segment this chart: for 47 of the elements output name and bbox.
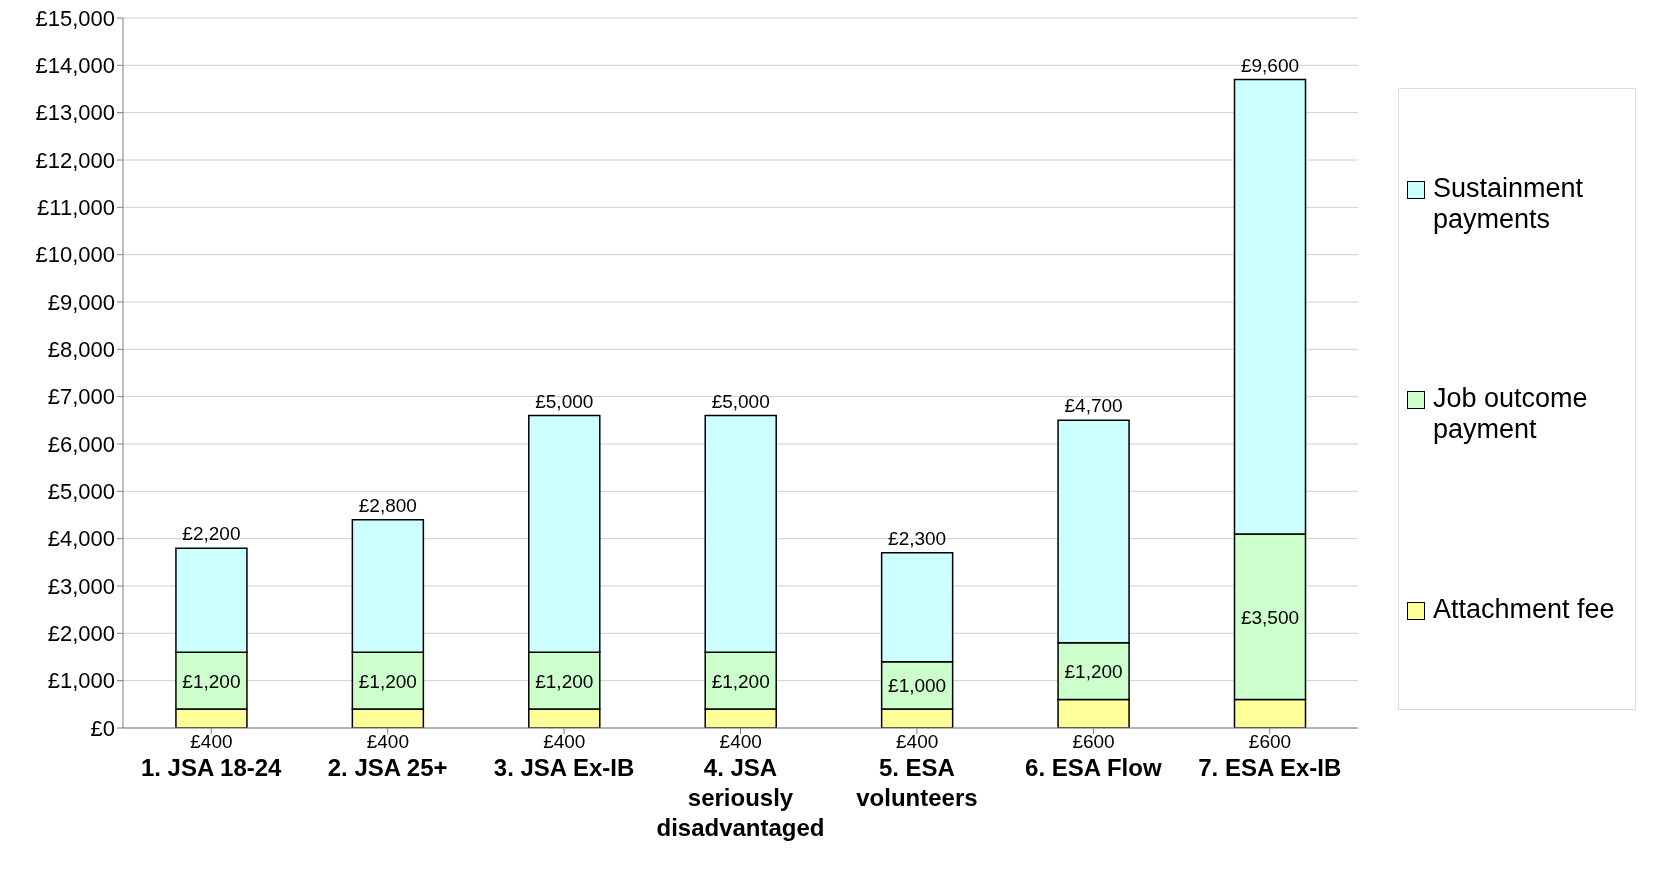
data-label: £5,000 <box>535 390 594 412</box>
data-label: £400 <box>543 731 586 752</box>
y-tick-label: £2,000 <box>47 621 115 647</box>
data-label: £1,200 <box>358 670 417 692</box>
data-label: £400 <box>366 731 409 752</box>
data-label: £1,200 <box>535 670 594 692</box>
data-label: £1,200 <box>1064 661 1123 683</box>
data-label: £400 <box>896 731 939 752</box>
x-tick-label: 1. JSA 18-24 <box>140 754 283 781</box>
x-tick-label: 3. JSA Ex-IB <box>493 754 635 781</box>
data-label: £4,700 <box>1064 395 1123 417</box>
y-tick-label: £9,000 <box>47 289 115 315</box>
y-tick-label: £5,000 <box>47 479 115 505</box>
data-label: £600 <box>1072 731 1115 752</box>
y-tick-label: £3,000 <box>47 573 115 599</box>
y-tick-label: £14,000 <box>35 53 115 79</box>
data-label: £1,000 <box>888 675 947 697</box>
y-tick-label: £6,000 <box>47 431 115 457</box>
legend-label: Attachment fee <box>1433 593 1615 625</box>
y-tick-label: £8,000 <box>47 337 115 363</box>
data-label: £5,000 <box>711 390 770 412</box>
y-tick-label: £1,000 <box>47 668 115 694</box>
data-label: £1,200 <box>182 670 241 692</box>
x-tick-label: 7. ESA Ex-IB <box>1198 754 1342 781</box>
x-tick-label: 5. ESA volunteers <box>856 754 978 811</box>
x-tick-label: 4. JSA seriously disadvantaged <box>656 754 825 841</box>
y-tick-label: £0 <box>90 715 115 741</box>
x-tick-label: 2. JSA 25+ <box>327 754 448 781</box>
data-label: £9,600 <box>1240 54 1300 76</box>
legend-label: Job outcome payment <box>1433 383 1589 446</box>
data-label: £2,800 <box>358 494 417 516</box>
data-label: £400 <box>719 731 762 752</box>
y-tick-label: £10,000 <box>35 242 115 268</box>
y-tick-label: £12,000 <box>35 147 115 173</box>
data-label: £400 <box>190 731 233 752</box>
data-label: £600 <box>1248 731 1292 752</box>
y-tick-label: £11,000 <box>37 195 115 221</box>
data-label: £2,200 <box>182 523 241 545</box>
x-tick-label: 6. ESA Flow <box>1025 754 1162 781</box>
y-tick-label: £13,000 <box>35 100 115 126</box>
y-tick-label: £7,000 <box>47 384 115 410</box>
data-label: £2,300 <box>888 527 947 549</box>
data-label: £3,500 <box>1240 606 1300 628</box>
data-label: £1,200 <box>711 670 770 692</box>
legend-label: Sustainment payments <box>1433 173 1585 236</box>
y-tick-label: £4,000 <box>47 526 115 552</box>
y-tick-label: £15,000 <box>35 5 115 31</box>
